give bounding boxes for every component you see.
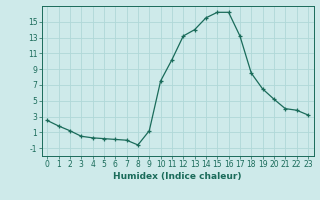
X-axis label: Humidex (Indice chaleur): Humidex (Indice chaleur) <box>113 172 242 181</box>
